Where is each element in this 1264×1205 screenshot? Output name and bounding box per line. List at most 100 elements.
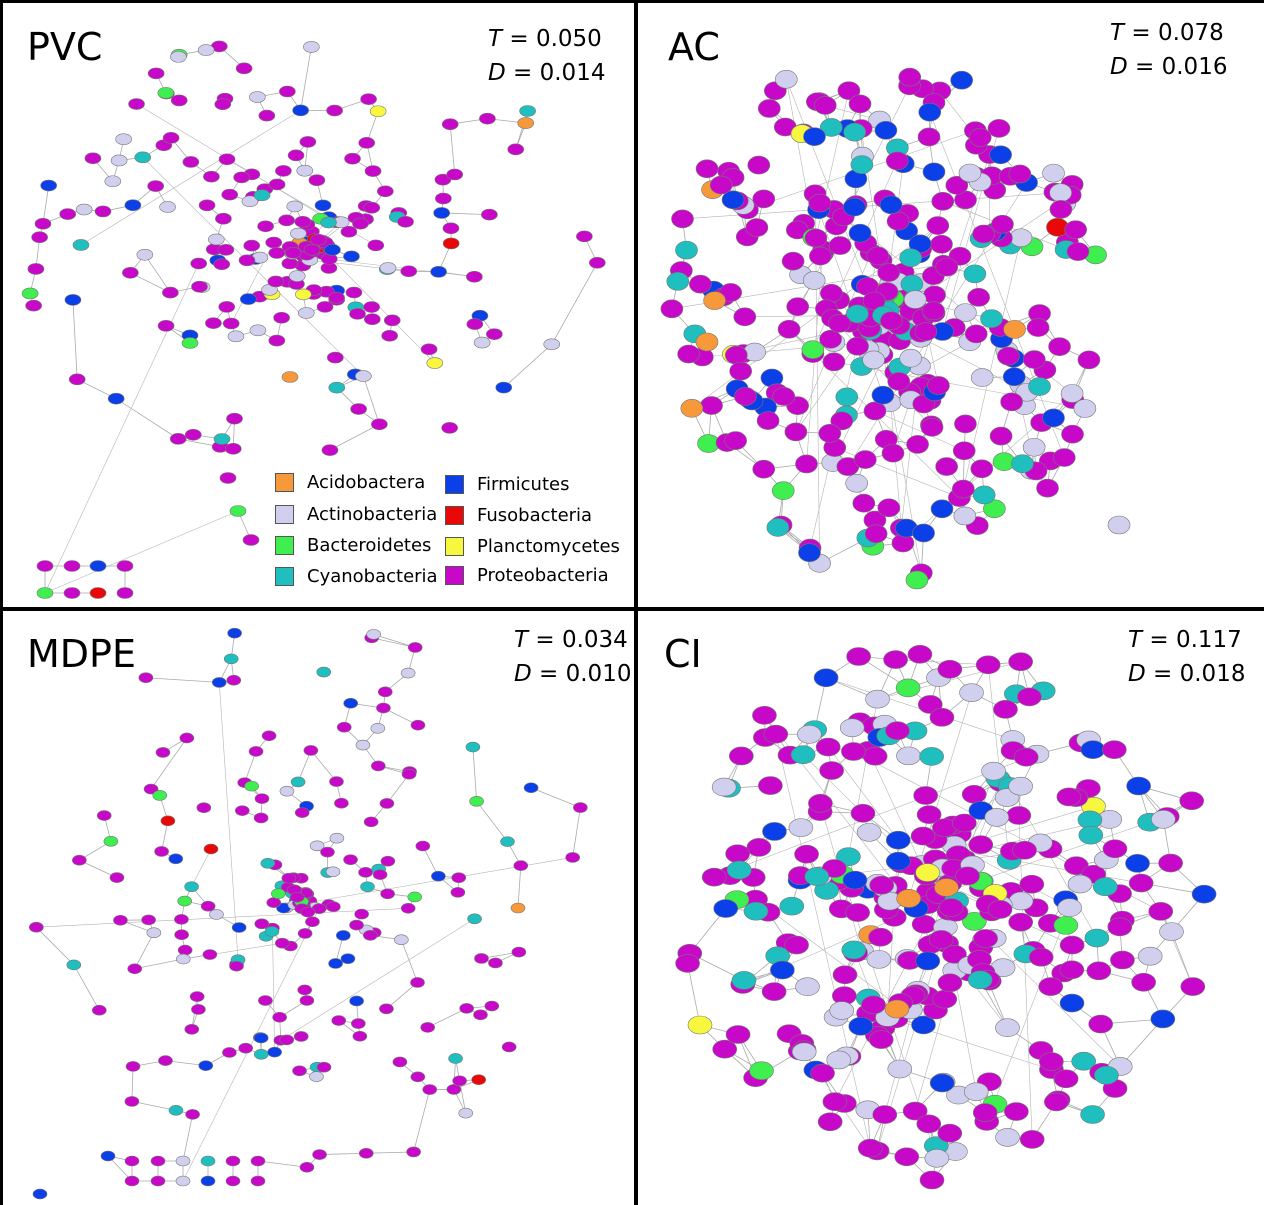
network-node	[747, 155, 771, 175]
network-node	[363, 929, 378, 941]
network-edge	[929, 112, 1065, 458]
network-node	[1053, 1069, 1079, 1089]
d-value: = 0.010	[539, 661, 632, 687]
network-node	[775, 69, 798, 89]
network-edge	[44, 263, 199, 594]
network-node	[299, 1161, 315, 1173]
network-node	[841, 742, 866, 761]
network-node	[433, 207, 450, 219]
network-node	[902, 1101, 928, 1121]
network-node	[264, 926, 280, 937]
network-node	[877, 263, 900, 282]
network-node	[249, 91, 266, 103]
network-node	[152, 790, 168, 801]
panel-title: CI	[664, 632, 702, 676]
network-node	[231, 922, 247, 933]
network-node	[441, 118, 459, 131]
network-node	[352, 1030, 368, 1042]
network-node	[788, 818, 814, 837]
network-node	[1002, 367, 1026, 387]
network-node	[267, 1046, 282, 1058]
network-node	[343, 854, 358, 865]
network-node	[845, 903, 870, 922]
network-node	[731, 971, 757, 990]
network-edge	[134, 932, 155, 969]
network-node	[446, 168, 464, 181]
network-edge	[386, 773, 410, 804]
network-node	[766, 518, 790, 537]
network-node	[880, 311, 903, 331]
network-node	[729, 361, 752, 381]
network-node	[222, 317, 240, 330]
network-node	[371, 760, 386, 772]
network-node	[680, 399, 704, 418]
network-node	[316, 1061, 332, 1073]
network-node	[63, 587, 81, 599]
network-node	[959, 683, 984, 702]
network-node	[297, 307, 315, 319]
network-node	[1008, 164, 1032, 184]
d-value: = 0.014	[513, 60, 606, 86]
network-node	[328, 958, 343, 969]
panel-stats: T = 0.034 D = 0.010	[514, 623, 631, 691]
t-value: = 0.034	[535, 627, 628, 653]
network-node	[21, 287, 39, 300]
network-node	[450, 887, 466, 898]
network-node	[217, 244, 235, 256]
network-node	[229, 960, 244, 972]
network-node	[225, 1175, 241, 1187]
network-node	[238, 1042, 253, 1054]
network-node	[358, 1147, 374, 1159]
network-node	[91, 1004, 107, 1016]
legend-label: Proteobacteria	[477, 565, 609, 586]
network-node	[299, 136, 317, 148]
network-node	[229, 505, 247, 517]
network-edge	[131, 1066, 134, 1102]
network-node	[1022, 437, 1046, 457]
network-node	[27, 263, 45, 275]
network-node	[279, 785, 295, 797]
legend-label: Planctomycetes	[477, 536, 620, 557]
network-nodes	[29, 627, 588, 1200]
network-node	[795, 977, 820, 997]
legend-label: Actinobacteria	[307, 504, 438, 525]
network-node	[898, 67, 922, 87]
network-node	[843, 197, 866, 217]
network-node	[808, 193, 832, 213]
network-node	[703, 291, 726, 310]
network-node	[1039, 1052, 1064, 1071]
network-node	[177, 895, 193, 907]
network-node	[400, 265, 418, 278]
network-node	[911, 914, 937, 934]
network-node	[711, 777, 737, 797]
network-node	[781, 251, 805, 271]
network-node	[989, 426, 1013, 446]
network-node	[410, 1071, 426, 1083]
network-node	[179, 732, 195, 744]
network-nodes	[21, 40, 606, 599]
d-value: = 0.018	[1153, 661, 1246, 687]
network-node	[157, 320, 175, 332]
network-node	[143, 783, 159, 795]
network-node	[266, 897, 282, 908]
network-node	[358, 867, 373, 878]
network-node	[761, 982, 787, 1001]
network-node	[846, 336, 869, 356]
network-node	[66, 959, 82, 971]
network-node	[297, 984, 313, 996]
network-node	[905, 570, 929, 590]
network-node	[885, 830, 911, 850]
network-node	[886, 211, 910, 231]
network-node	[31, 231, 48, 244]
network-edge	[79, 859, 118, 878]
network-node	[207, 233, 225, 246]
network-node	[258, 109, 276, 122]
network-node	[36, 587, 54, 599]
network-node	[1026, 318, 1050, 337]
network-node	[826, 1050, 852, 1070]
network-node	[89, 560, 107, 572]
network-node	[29, 921, 44, 933]
network-edge	[310, 750, 337, 782]
network-node	[1088, 1014, 1113, 1034]
network-node	[300, 906, 316, 918]
